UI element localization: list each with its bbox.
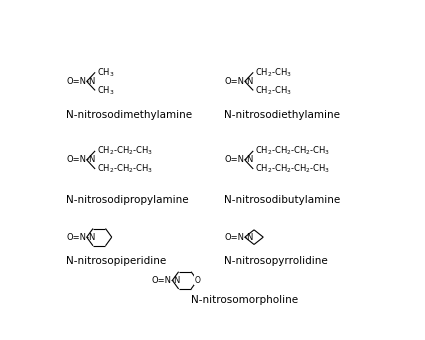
Text: O=N-N: O=N-N [66,233,96,242]
Text: N-nitrosodiethylamine: N-nitrosodiethylamine [224,110,340,120]
Text: N-nitrosopyrrolidine: N-nitrosopyrrolidine [224,256,328,266]
Text: N-nitrosopiperidine: N-nitrosopiperidine [66,256,167,266]
Text: O=N-N: O=N-N [224,155,254,165]
Text: O=N-N: O=N-N [66,155,96,165]
Text: N-nitrosodimethylamine: N-nitrosodimethylamine [66,110,193,120]
Text: O=N-N: O=N-N [224,233,254,242]
Text: O=N-N: O=N-N [224,77,254,86]
Text: CH$_2$-CH$_2$-CH$_3$: CH$_2$-CH$_2$-CH$_3$ [97,163,153,175]
Text: O=N-N: O=N-N [152,276,181,285]
Text: N-nitrosodibutylamine: N-nitrosodibutylamine [224,195,341,205]
Text: N-nitrosomorpholine: N-nitrosomorpholine [191,295,299,305]
Text: O: O [195,276,200,285]
Text: CH$_2$-CH$_2$-CH$_2$-CH$_3$: CH$_2$-CH$_2$-CH$_2$-CH$_3$ [255,144,330,157]
Text: CH$_2$-CH$_3$: CH$_2$-CH$_3$ [255,84,292,97]
Text: CH$_2$-CH$_2$-CH$_2$-CH$_3$: CH$_2$-CH$_2$-CH$_2$-CH$_3$ [255,163,330,175]
Text: CH$_2$-CH$_3$: CH$_2$-CH$_3$ [255,66,292,79]
Text: CH$_2$-CH$_2$-CH$_3$: CH$_2$-CH$_2$-CH$_3$ [97,144,153,157]
Text: CH$_3$: CH$_3$ [97,84,114,97]
Text: CH$_3$: CH$_3$ [97,66,114,79]
Text: N-nitrosodipropylamine: N-nitrosodipropylamine [66,195,189,205]
Text: O=N-N: O=N-N [66,77,96,86]
